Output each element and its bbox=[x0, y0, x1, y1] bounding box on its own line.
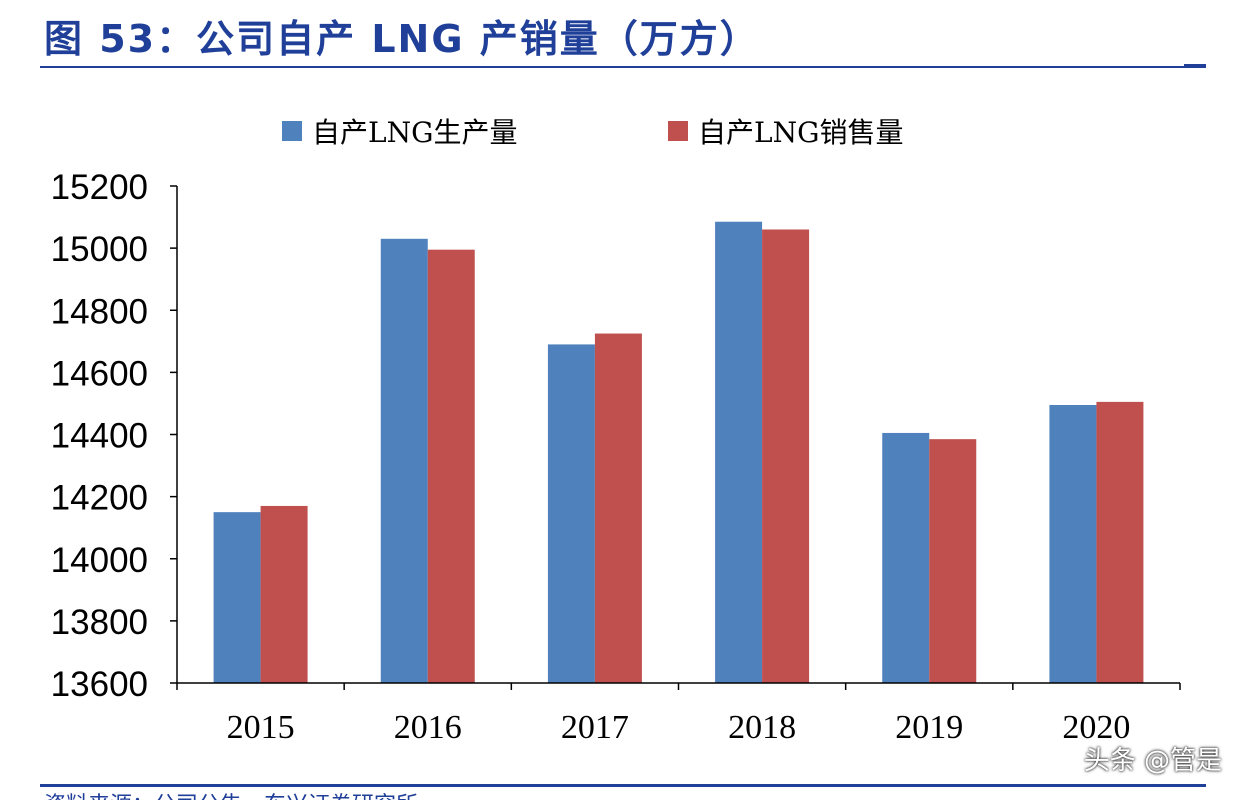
x-tick-label: 2019 bbox=[895, 709, 963, 746]
bar-sales-2019 bbox=[929, 439, 977, 683]
title-rule-accent bbox=[1184, 64, 1206, 68]
legend-label: 自产LNG销售量 bbox=[698, 116, 903, 149]
x-tick-label: 2020 bbox=[1062, 709, 1130, 746]
bar-production-2017 bbox=[547, 344, 595, 683]
bar-sales-2018 bbox=[762, 229, 810, 684]
bar-production-2016 bbox=[380, 238, 428, 683]
y-tick-label: 15000 bbox=[51, 230, 148, 269]
x-tick-label: 2016 bbox=[394, 709, 462, 746]
bar-sales-2020 bbox=[1096, 401, 1144, 683]
bottom-rule bbox=[40, 784, 1206, 787]
chart-legend: 自产LNG生产量 自产LNG销售量 bbox=[282, 116, 903, 149]
y-tick-label: 14800 bbox=[51, 292, 148, 331]
legend-swatch bbox=[668, 121, 688, 141]
y-tick-label: 14200 bbox=[51, 479, 148, 518]
bar-sales-2015 bbox=[260, 505, 308, 683]
x-tick-label: 2017 bbox=[561, 709, 629, 746]
bar-production-2018 bbox=[715, 221, 763, 684]
bar-production-2020 bbox=[1049, 404, 1097, 683]
legend-label: 自产LNG生产量 bbox=[312, 116, 517, 149]
bar-production-2015 bbox=[213, 512, 261, 683]
y-tick-label: 14400 bbox=[51, 417, 148, 456]
figure-title: 图 53：公司自产 LNG 产销量（万方） bbox=[44, 17, 760, 61]
legend-swatch bbox=[282, 121, 302, 141]
y-tick-label: 14600 bbox=[51, 354, 148, 393]
y-tick-label: 15200 bbox=[51, 168, 148, 207]
source-note: 资料来源：公司公告，东兴证券研究所 bbox=[44, 787, 418, 800]
bar-sales-2017 bbox=[594, 333, 642, 683]
chart-bars bbox=[213, 221, 1144, 684]
title-rule bbox=[40, 66, 1206, 68]
y-tick-label: 14000 bbox=[51, 541, 148, 580]
x-tick-label: 2015 bbox=[227, 709, 295, 746]
bar-production-2019 bbox=[882, 432, 930, 683]
y-tick-label: 13800 bbox=[51, 603, 148, 642]
bar-sales-2016 bbox=[427, 249, 475, 683]
watermark: 头条 @管是 bbox=[1083, 746, 1222, 776]
y-tick-label: 13600 bbox=[51, 665, 148, 704]
chart-axes: 13600 13800 14000 14200 14400 14600 14800 15000… bbox=[51, 168, 1181, 746]
x-tick-label: 2018 bbox=[728, 709, 796, 746]
